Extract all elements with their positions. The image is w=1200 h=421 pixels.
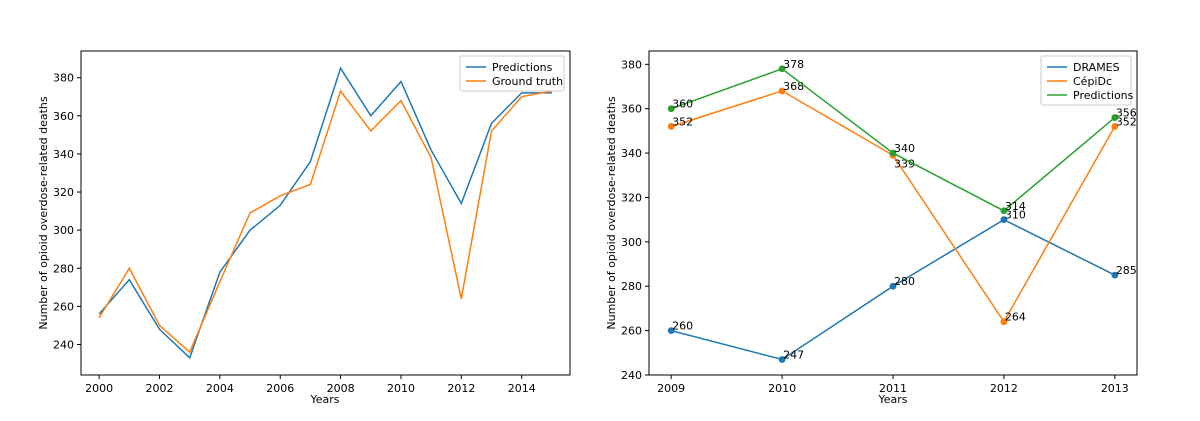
- left-y-tick-label: 360: [53, 110, 74, 123]
- left-series-line-predictions: [98, 66, 552, 360]
- right-data-label-c-pidc: 352: [1116, 115, 1137, 128]
- right-data-label-predictions: 378: [783, 58, 804, 71]
- right-chart: Years Number of opioid overdose-related …: [605, 50, 1138, 406]
- right-data-label-predictions: 314: [1005, 200, 1026, 213]
- right-data-label-c-pidc: 264: [1005, 311, 1026, 324]
- right-data-point-c-pidc: [667, 123, 675, 130]
- left-y-tick-label: 240: [53, 339, 74, 352]
- right-x-tick-label: 2012: [990, 382, 1018, 395]
- left-legend-label: Predictions: [492, 61, 553, 74]
- right-data-point-drames: [1000, 216, 1008, 224]
- right-data-label-drames: 280: [894, 275, 915, 288]
- right-data-label-drames: 260: [672, 320, 693, 333]
- right-data-point-predictions: [1111, 114, 1119, 121]
- right-data-label-drames: 310: [1005, 209, 1026, 222]
- right-data-point-c-pidc: [1000, 318, 1008, 326]
- right-y-axis-label: Number of opioid overdose-related deaths: [605, 96, 618, 330]
- left-legend-box: [459, 55, 565, 92]
- right-data-label-c-pidc: 352: [672, 115, 693, 128]
- right-x-tick-label: 2009: [657, 382, 685, 395]
- left-y-tick-label: 340: [53, 148, 74, 161]
- right-y-tick-label: 340: [621, 147, 642, 160]
- right-data-label-c-pidc: 339: [894, 157, 915, 170]
- right-y-tick-label: 260: [621, 325, 642, 338]
- left-plot-area: [80, 50, 571, 376]
- right-data-label-drames: 285: [1116, 264, 1137, 277]
- right-x-tick-label: 2011: [879, 382, 907, 395]
- right-data-point-drames: [778, 356, 786, 363]
- right-legend-box: [1040, 55, 1132, 106]
- right-x-tick-label: 2013: [1101, 382, 1129, 395]
- right-y-tick-label: 320: [621, 191, 642, 204]
- right-y-tick-label: 380: [621, 58, 642, 71]
- right-data-label-drames: 247: [783, 348, 804, 361]
- right-data-label-predictions: 360: [672, 98, 693, 111]
- right-y-tick-label: 280: [621, 280, 642, 293]
- left-x-tick-label: 2010: [387, 382, 415, 395]
- right-data-label-c-pidc: 368: [783, 80, 804, 93]
- right-data-point-c-pidc: [1111, 123, 1119, 130]
- right-data-label-predictions: 340: [894, 142, 915, 155]
- left-y-tick-label: 300: [53, 224, 74, 237]
- right-data-point-predictions: [778, 65, 786, 73]
- right-x-tick-label: 2010: [768, 382, 796, 395]
- left-x-tick-label: 2006: [266, 382, 294, 395]
- left-y-axis-label: Number of opioid overdose-related deaths: [37, 96, 50, 330]
- left-x-tick-label: 2004: [206, 382, 234, 395]
- left-x-tick-label: 2014: [508, 382, 536, 395]
- right-data-point-predictions: [667, 105, 675, 113]
- left-y-tick-label: 280: [53, 262, 74, 275]
- right-data-point-drames: [667, 327, 675, 335]
- right-legend-label: CépiDc: [1073, 75, 1112, 88]
- right-data-point-drames: [1111, 271, 1119, 279]
- right-legend-label: Predictions: [1073, 89, 1134, 102]
- right-data-point-drames: [889, 282, 897, 290]
- left-x-tick-label: 2002: [145, 382, 173, 395]
- right-data-point-predictions: [1000, 207, 1008, 215]
- right-data-label-predictions: 356: [1116, 107, 1137, 120]
- left-y-tick-label: 260: [53, 300, 74, 313]
- left-legend-label: Ground truth: [492, 75, 563, 88]
- right-data-point-predictions: [889, 149, 897, 157]
- right-x-axis-label: Years: [877, 393, 907, 406]
- left-y-tick-label: 380: [53, 72, 74, 85]
- left-chart: Years Number of opioid overdose-related …: [37, 50, 571, 406]
- left-series-line-ground-truth: [98, 89, 553, 354]
- right-y-tick-label: 360: [621, 103, 642, 116]
- left-x-tick-label: 2012: [447, 382, 475, 395]
- right-y-tick-label: 240: [621, 369, 642, 382]
- left-x-tick-label: 2008: [327, 382, 355, 395]
- left-x-tick-label: 2000: [85, 382, 113, 395]
- right-y-tick-label: 300: [621, 236, 642, 249]
- left-y-tick-label: 320: [53, 186, 74, 199]
- right-legend-label: DRAMES: [1073, 61, 1120, 74]
- left-x-axis-label: Years: [309, 393, 339, 406]
- right-data-point-c-pidc: [778, 87, 786, 95]
